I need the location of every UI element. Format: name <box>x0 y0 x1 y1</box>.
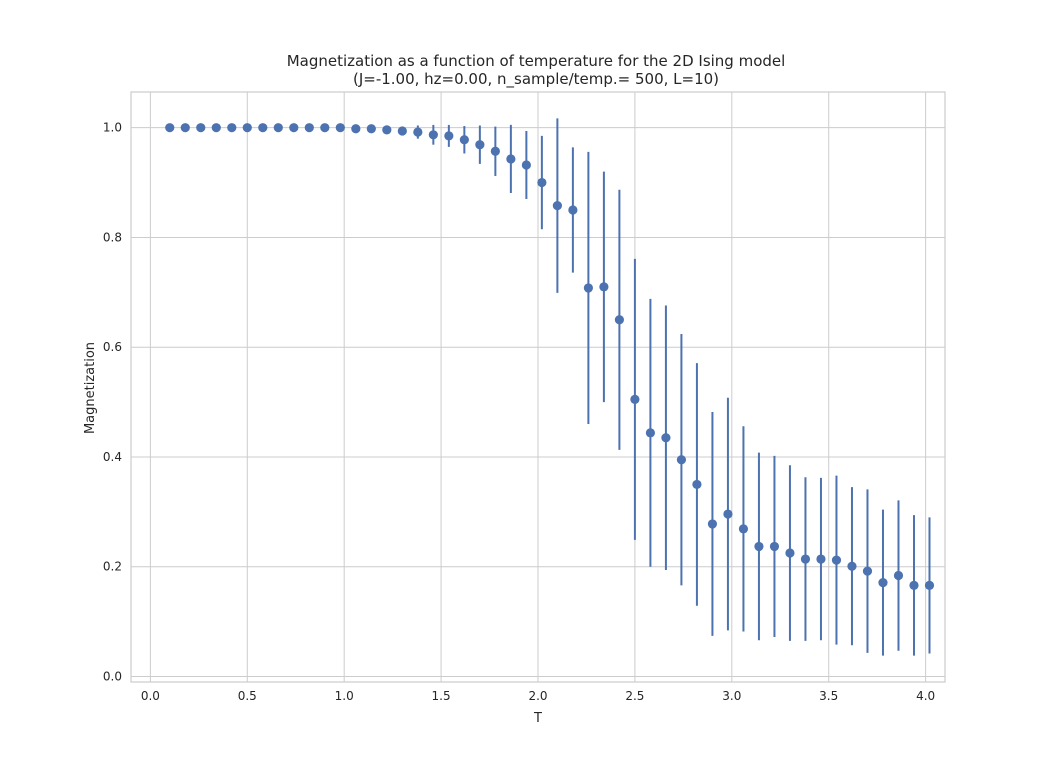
x-axis-label: T <box>533 711 542 726</box>
data-point <box>878 578 888 588</box>
x-tick-label: 0.0 <box>141 689 160 703</box>
data-point <box>273 123 283 133</box>
data-point <box>475 140 485 150</box>
data-point <box>490 146 500 156</box>
data-point <box>196 123 206 133</box>
y-axis-label: Magnetization <box>83 342 98 434</box>
data-point <box>506 154 516 164</box>
data-point <box>645 428 656 438</box>
data-point <box>800 554 811 564</box>
data-point <box>335 123 345 133</box>
x-tick-label: 4.0 <box>916 689 935 703</box>
tick-labels: 0.0 0.5 1.0 1.5 2.0 2.5 3.0 3.5 4.0 0.0 0.2 0.4 0.6 0… <box>103 121 935 703</box>
data-point <box>738 524 749 534</box>
data-point <box>227 123 237 133</box>
data-point <box>599 282 609 292</box>
data-point <box>459 135 469 145</box>
data-point <box>661 433 671 443</box>
data-point <box>754 541 764 552</box>
data-point <box>707 519 718 529</box>
data-point <box>816 554 826 564</box>
data-point <box>614 315 625 325</box>
data-point <box>552 201 562 211</box>
y-tick-label: 0.0 <box>103 670 122 684</box>
data-point <box>862 566 873 576</box>
data-points <box>165 123 935 591</box>
error-bars <box>354 118 931 656</box>
data-point <box>583 283 593 293</box>
data-point <box>893 570 904 581</box>
data-point <box>289 123 299 133</box>
data-point <box>211 123 221 133</box>
data-point <box>924 580 935 591</box>
data-point <box>428 130 438 140</box>
y-tick-label: 0.6 <box>103 340 122 354</box>
data-point <box>537 177 547 188</box>
x-tick-label: 3.0 <box>722 689 741 703</box>
y-tick-label: 1.0 <box>103 121 122 135</box>
data-point <box>568 205 578 215</box>
y-tick-label: 0.2 <box>103 560 122 574</box>
data-point <box>676 455 687 465</box>
data-point <box>351 124 361 134</box>
data-point <box>413 127 423 137</box>
data-point <box>785 548 795 558</box>
y-tick-label: 0.8 <box>103 230 122 244</box>
data-point <box>769 541 780 552</box>
data-point <box>366 124 376 134</box>
data-point <box>847 561 857 571</box>
data-point <box>397 126 407 136</box>
data-point <box>444 131 454 141</box>
y-tick-label: 0.4 <box>103 450 122 464</box>
data-point <box>258 123 268 133</box>
plot-area-frame <box>130 91 946 683</box>
data-point <box>165 123 175 133</box>
data-point <box>180 123 190 133</box>
x-tick-label: 2.5 <box>625 689 644 703</box>
data-point <box>723 509 733 519</box>
data-point <box>521 160 531 170</box>
chart-title-line2: (J=-1.00, hz=0.00, n_sample/temp.= 500, … <box>353 70 719 89</box>
x-tick-label: 2.0 <box>528 689 547 703</box>
data-point <box>382 125 392 135</box>
data-point <box>909 580 919 591</box>
x-tick-label: 3.5 <box>819 689 838 703</box>
x-tick-label: 1.0 <box>335 689 354 703</box>
data-point <box>692 479 702 490</box>
data-point <box>242 123 252 133</box>
x-tick-label: 0.5 <box>238 689 257 703</box>
data-point <box>304 123 314 133</box>
data-point <box>831 555 842 565</box>
chart-title-line1: Magnetization as a function of temperatu… <box>287 52 786 70</box>
x-tick-label: 1.5 <box>432 689 451 703</box>
data-point <box>320 123 330 133</box>
data-point <box>630 394 640 404</box>
